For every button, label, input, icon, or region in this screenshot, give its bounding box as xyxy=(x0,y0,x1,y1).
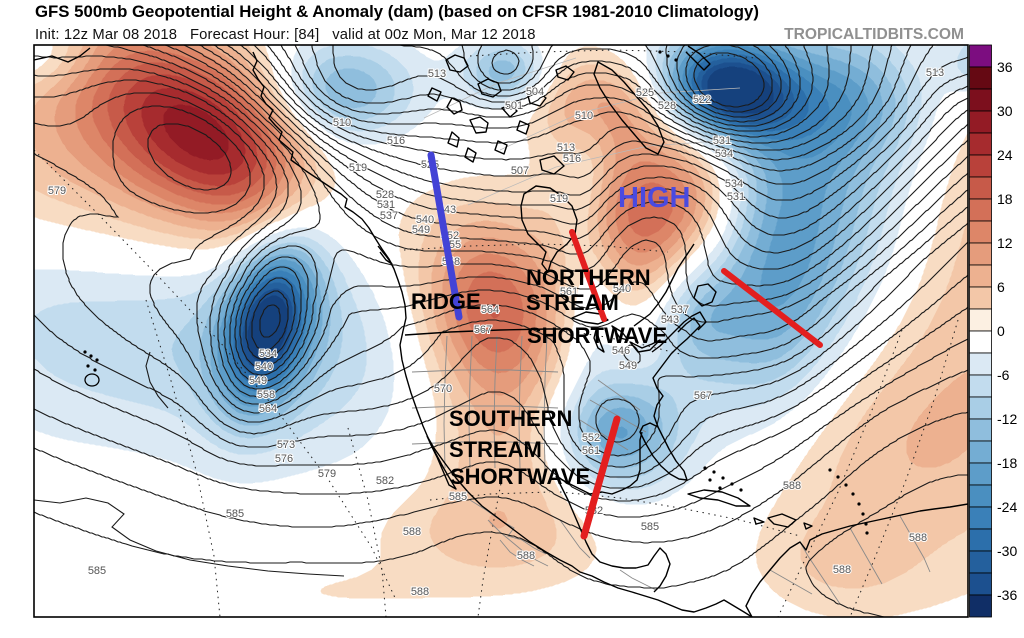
svg-text:549: 549 xyxy=(619,360,637,372)
svg-text:GFS 500mb Geopotential Height: GFS 500mb Geopotential Height & Anomaly … xyxy=(35,2,759,21)
svg-text:540: 540 xyxy=(613,283,631,295)
svg-text:561: 561 xyxy=(582,445,600,457)
svg-text:STREAM: STREAM xyxy=(449,437,542,462)
svg-text:582: 582 xyxy=(376,475,394,487)
svg-text:531: 531 xyxy=(713,135,731,147)
svg-text:585: 585 xyxy=(641,521,659,533)
svg-text:534: 534 xyxy=(725,178,743,190)
svg-text:507: 507 xyxy=(511,165,529,177)
svg-text:516: 516 xyxy=(387,135,405,147)
svg-text:SHORTWAVE: SHORTWAVE xyxy=(450,464,590,489)
svg-text:0: 0 xyxy=(997,323,1005,339)
svg-text:549: 549 xyxy=(249,375,267,387)
svg-text:588: 588 xyxy=(909,532,927,544)
svg-text:12: 12 xyxy=(997,235,1013,251)
svg-text:519: 519 xyxy=(550,193,568,205)
svg-text:513: 513 xyxy=(926,67,944,79)
svg-text:552: 552 xyxy=(582,432,600,444)
svg-text:-36: -36 xyxy=(997,587,1017,603)
svg-text:STREAM: STREAM xyxy=(526,290,619,315)
svg-text:567: 567 xyxy=(694,390,712,402)
svg-text:579: 579 xyxy=(318,468,336,480)
svg-text:585: 585 xyxy=(449,491,467,503)
svg-text:-6: -6 xyxy=(997,367,1010,383)
svg-text:TROPICALTIDBITS.COM: TROPICALTIDBITS.COM xyxy=(784,26,964,43)
svg-text:522: 522 xyxy=(693,94,711,106)
svg-text:564: 564 xyxy=(259,403,277,415)
svg-text:30: 30 xyxy=(997,103,1013,119)
svg-text:588: 588 xyxy=(783,480,801,492)
svg-text:585: 585 xyxy=(226,508,244,520)
svg-text:513: 513 xyxy=(428,68,446,80)
svg-text:-30: -30 xyxy=(997,543,1017,559)
svg-text:NORTHERN: NORTHERN xyxy=(526,265,651,290)
svg-text:579: 579 xyxy=(48,185,66,197)
svg-text:525: 525 xyxy=(636,87,654,99)
svg-text:531: 531 xyxy=(377,199,395,211)
svg-text:528: 528 xyxy=(658,100,676,112)
svg-text:513: 513 xyxy=(557,142,575,154)
svg-text:537: 537 xyxy=(380,210,398,222)
svg-text:SOUTHERN: SOUTHERN xyxy=(449,406,572,431)
svg-text:573: 573 xyxy=(277,439,295,451)
svg-text:585: 585 xyxy=(88,565,106,577)
svg-text:588: 588 xyxy=(833,564,851,576)
svg-text:528: 528 xyxy=(376,189,394,201)
svg-text:516: 516 xyxy=(563,153,581,165)
svg-text:558: 558 xyxy=(257,389,275,401)
svg-text:588: 588 xyxy=(411,586,429,598)
svg-text:549: 549 xyxy=(412,224,430,236)
svg-text:588: 588 xyxy=(403,526,421,538)
svg-text:SHORTWAVE: SHORTWAVE xyxy=(527,323,667,348)
svg-text:567: 567 xyxy=(474,324,492,336)
svg-text:RIDGE: RIDGE xyxy=(411,289,481,314)
svg-text:501: 501 xyxy=(505,100,523,112)
svg-text:576: 576 xyxy=(275,453,293,465)
svg-text:-18: -18 xyxy=(997,455,1017,471)
svg-text:543: 543 xyxy=(661,314,679,326)
svg-text:546: 546 xyxy=(612,345,630,357)
svg-text:534: 534 xyxy=(259,348,277,360)
svg-text:6: 6 xyxy=(997,279,1005,295)
svg-text:Init: 12z Mar 08 2018 Foreca: Init: 12z Mar 08 2018 Forecast Hour: [84… xyxy=(35,27,536,43)
svg-text:-24: -24 xyxy=(997,499,1017,515)
svg-text:537: 537 xyxy=(671,304,689,316)
svg-text:531: 531 xyxy=(727,191,745,203)
svg-text:510: 510 xyxy=(575,110,593,122)
svg-text:18: 18 xyxy=(997,191,1013,207)
svg-text:540: 540 xyxy=(255,361,273,373)
svg-text:24: 24 xyxy=(997,147,1013,163)
svg-text:540: 540 xyxy=(416,214,434,226)
svg-text:588: 588 xyxy=(517,550,535,562)
svg-text:504: 504 xyxy=(526,86,544,98)
svg-text:534: 534 xyxy=(715,148,733,160)
svg-text:519: 519 xyxy=(349,162,367,174)
svg-text:510: 510 xyxy=(333,117,351,129)
svg-text:36: 36 xyxy=(997,59,1013,75)
svg-text:564: 564 xyxy=(481,304,499,316)
svg-text:561: 561 xyxy=(560,286,578,298)
svg-text:HIGH: HIGH xyxy=(618,182,691,214)
svg-text:-12: -12 xyxy=(997,411,1017,427)
svg-text:570: 570 xyxy=(434,383,452,395)
